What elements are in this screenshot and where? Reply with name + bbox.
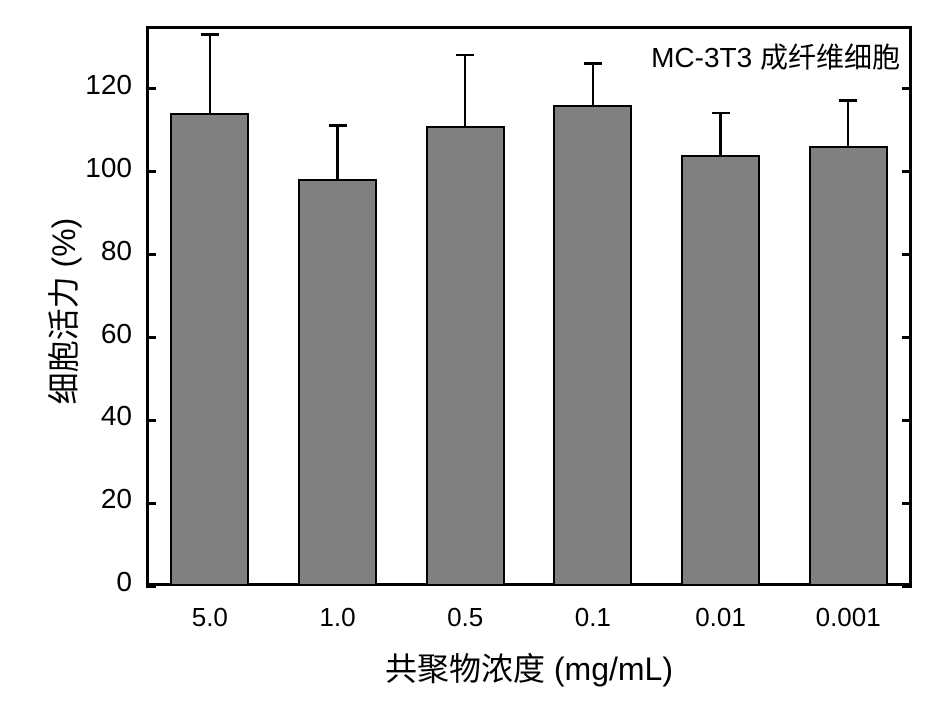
y-tick-right (902, 585, 912, 588)
x-tick-label: 0.1 (575, 602, 611, 633)
x-tick-label: 0.001 (816, 602, 881, 633)
bar (426, 126, 505, 586)
x-axis-label: 共聚物浓度 (mg/mL) (146, 644, 912, 690)
x-tick-label: 1.0 (319, 602, 355, 633)
plot-area (146, 26, 912, 586)
error-bar-cap (329, 124, 347, 127)
chart-annotation: MC-3T3 成纤维细胞 (651, 36, 900, 76)
error-bar-stem (592, 63, 595, 104)
y-tick-left (146, 502, 156, 505)
error-bar-stem (719, 113, 722, 154)
x-tick-label: 0.5 (447, 602, 483, 633)
y-tick-left (146, 419, 156, 422)
y-tick-label: 100 (0, 152, 132, 184)
y-tick-right (902, 170, 912, 173)
bar (681, 155, 760, 586)
bar (170, 113, 249, 586)
error-bar-cap (584, 62, 602, 65)
y-tick-right (902, 336, 912, 339)
y-axis-label: 细胞活力 (%) (39, 211, 85, 411)
x-tick-label: 0.01 (695, 602, 746, 633)
y-tick-left (146, 253, 156, 256)
y-tick-label: 0 (0, 566, 132, 598)
bar (809, 146, 888, 586)
error-bar-stem (209, 34, 212, 113)
error-bar-stem (464, 55, 467, 126)
y-tick-left (146, 170, 156, 173)
y-tick-right (902, 87, 912, 90)
error-bar-stem (847, 101, 850, 147)
y-tick-left (146, 87, 156, 90)
error-bar-stem (336, 126, 339, 180)
y-tick-right (902, 419, 912, 422)
bar (553, 105, 632, 586)
chart-container: 0204060801001205.01.00.50.10.010.001 细胞活… (0, 0, 945, 727)
y-tick-right (902, 253, 912, 256)
y-tick-label: 120 (0, 69, 132, 101)
x-tick-label: 5.0 (192, 602, 228, 633)
y-tick-right (902, 502, 912, 505)
error-bar-cap (201, 33, 219, 36)
bar (298, 179, 377, 586)
y-tick-label: 20 (0, 483, 132, 515)
error-bar-cap (712, 112, 730, 115)
y-tick-left (146, 336, 156, 339)
error-bar-cap (456, 54, 474, 57)
error-bar-cap (839, 99, 857, 102)
y-tick-left (146, 585, 156, 588)
